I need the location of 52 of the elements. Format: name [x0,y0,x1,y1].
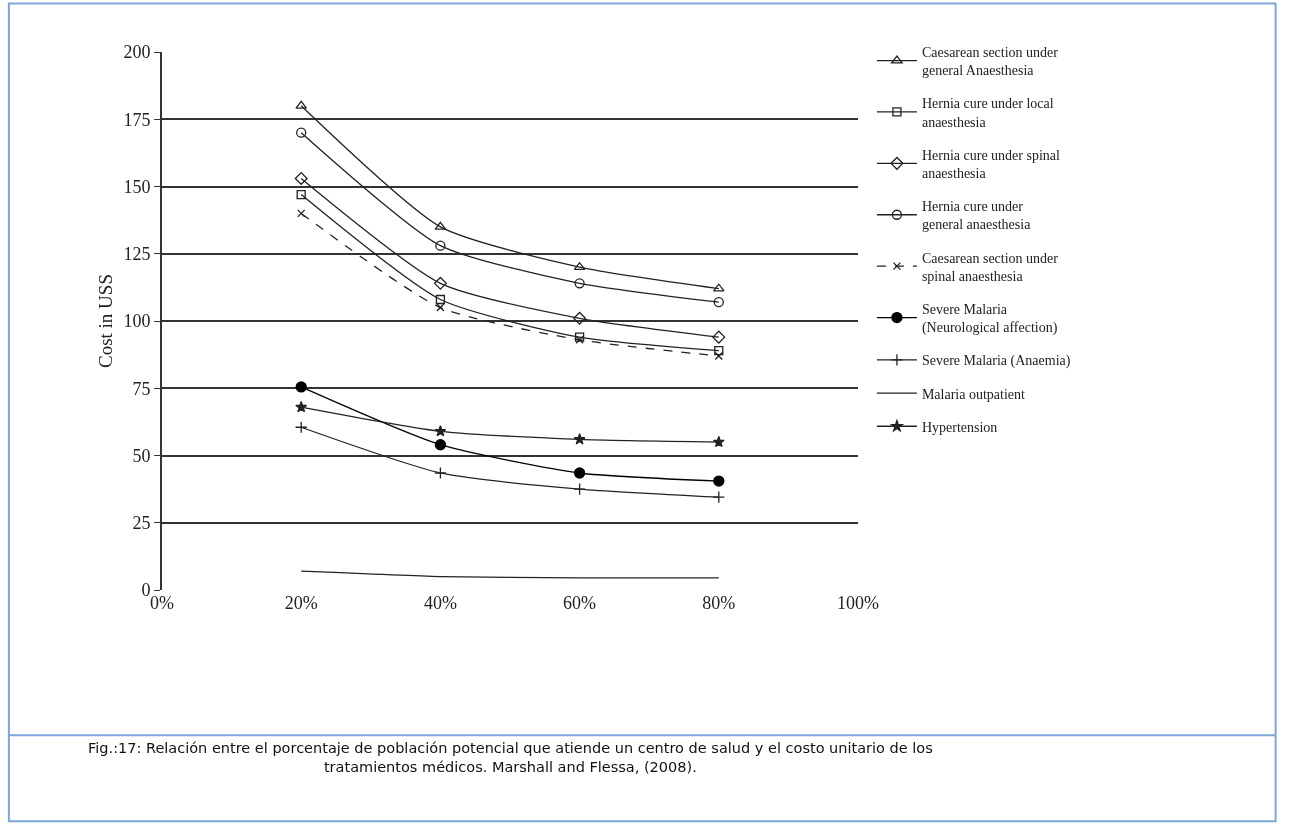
legend-label: Malaria outpatient [921,386,1026,402]
point [296,189,306,200]
y-tick-label: 100 [123,311,151,332]
point [433,276,447,290]
point [435,294,446,305]
y-tick-label: 125 [123,244,151,265]
y-tick-label: 150 [123,176,151,197]
y-tick-label: 175 [123,109,151,130]
y-tick-label: 0 [141,580,151,601]
y-tick-label: 50 [132,445,151,466]
y-axis-title: Cost in USS [94,274,116,368]
point [295,400,308,413]
point [296,127,307,138]
point [294,421,308,434]
point [712,330,726,344]
legend-label: Caesarean section under spinal anaesthesia [921,250,1059,284]
point [294,171,308,185]
point [712,435,725,448]
point [712,490,726,504]
point [573,467,586,479]
text: Fig.:17: Relación entre el porcentaje de población potencial que atiende un centro de salud y el costo unitario de los tratamientos médicos. Marshall and Flessa, (2008). [88,740,933,775]
x-tick-label: 40% [423,593,457,613]
point [573,311,587,325]
x-tick-label: 100% [837,593,879,613]
x-tick-label: 80% [702,593,736,613]
point [713,297,724,308]
legend-label: Hernia cure under general anaesthesia [921,199,1032,233]
point [573,482,586,496]
point [573,433,586,445]
legend-label: Severe Malaria (Anaemia) [921,353,1071,370]
legend-label: Severe Malaria (Neurological affection) [921,301,1058,337]
point [434,425,447,437]
x-tick-label: 60% [563,593,597,613]
point [295,381,307,393]
point [574,278,585,289]
point [297,209,306,218]
point [713,475,725,487]
legend-label: Hernia cure under local anaesthesia [921,96,1054,130]
y-tick-label: 75 [132,378,151,399]
point [714,345,724,356]
point [434,439,447,451]
legend-label: Hernia cure under spinal anaesthesia [921,147,1061,181]
point [436,303,445,312]
x-tick-label: 20% [284,593,318,613]
y-tick-label: 200 [123,42,151,63]
point [435,240,446,251]
legend-label: Caesarean section under general Anaesthesia [921,44,1059,79]
x-tick-label: 0% [150,593,174,613]
point [434,466,447,480]
legend-label: Hypertension [921,419,998,435]
point [714,351,723,361]
y-tick-label: 25 [132,513,151,534]
